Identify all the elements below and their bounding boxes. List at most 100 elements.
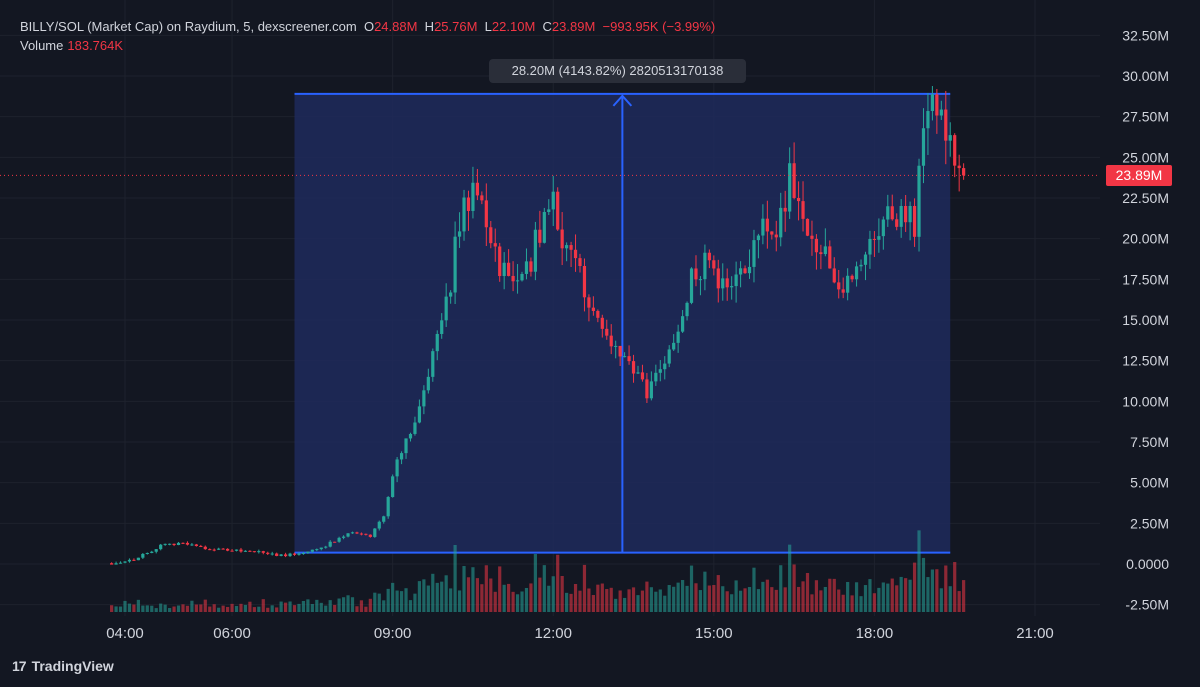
candle-body xyxy=(930,94,935,112)
candle-body xyxy=(373,528,377,537)
candle-body xyxy=(631,361,636,374)
candle-body xyxy=(346,533,350,537)
volume-bar xyxy=(533,553,537,612)
candle-body xyxy=(190,544,194,546)
volume-bar xyxy=(319,602,323,612)
open-value: 24.88M xyxy=(374,19,418,34)
volume-bar xyxy=(712,585,716,612)
candle-body xyxy=(141,553,145,558)
candle-body xyxy=(417,406,422,423)
volume-bar xyxy=(529,583,533,612)
candle-body xyxy=(502,262,506,277)
tradingview-brand[interactable]: 17 TradingView xyxy=(12,658,114,674)
candle-body xyxy=(431,351,435,377)
open-label: O xyxy=(363,19,375,34)
candle-body xyxy=(614,345,618,347)
candle-body xyxy=(422,390,426,407)
change-value: −993.95K (−3.99%) xyxy=(602,19,716,34)
volume-bar xyxy=(520,591,524,612)
candle-body xyxy=(493,243,497,247)
volume-bar xyxy=(399,591,404,612)
candle-body xyxy=(948,135,952,141)
candle-body xyxy=(868,238,872,255)
volume-bar xyxy=(132,604,136,612)
volume-bar xyxy=(591,595,595,612)
brand-name: TradingView xyxy=(31,658,114,674)
volume-bar xyxy=(118,606,123,612)
candle-body xyxy=(565,245,569,249)
volume-bar xyxy=(738,590,743,612)
candle-body xyxy=(547,209,551,213)
candle-body xyxy=(765,218,769,232)
candle-body xyxy=(582,266,587,298)
candle-body xyxy=(837,282,841,290)
candle-body xyxy=(627,356,631,362)
candle-body xyxy=(462,197,466,232)
candle-body xyxy=(712,260,716,269)
volume-bar xyxy=(110,605,114,612)
x-axis-tick-label: 15:00 xyxy=(695,625,733,642)
volume-bar xyxy=(324,605,328,612)
volume-bar xyxy=(756,589,761,612)
volume-bar xyxy=(391,582,395,612)
candle-body xyxy=(315,549,319,551)
volume-bar xyxy=(663,595,667,612)
candle-body xyxy=(560,229,564,249)
volume-bar xyxy=(605,589,609,612)
volume-bar xyxy=(859,596,863,612)
candle-body xyxy=(386,497,390,517)
candle-body xyxy=(328,541,332,547)
volume-bar xyxy=(672,586,676,612)
candle-body xyxy=(453,236,457,293)
volume-bar xyxy=(685,585,689,612)
y-axis-tick-label: 17.50M xyxy=(1122,271,1169,287)
volume-bar xyxy=(194,604,198,612)
volume-bar xyxy=(315,599,319,612)
candle-body xyxy=(676,331,680,343)
candle-body xyxy=(609,335,613,347)
candle-body xyxy=(663,363,667,370)
candle-body xyxy=(132,559,136,561)
volume-bar xyxy=(114,606,118,612)
volume-bar xyxy=(930,569,935,612)
volume-bar xyxy=(640,590,645,612)
candle-body xyxy=(796,197,801,202)
y-axis-tick-label: 5.00M xyxy=(1130,475,1169,491)
volume-bar xyxy=(346,595,350,612)
volume-bar xyxy=(515,594,520,612)
candle-body xyxy=(935,94,939,116)
volume-bar xyxy=(538,577,542,612)
volume-bar xyxy=(854,582,859,612)
candle-body xyxy=(591,307,595,311)
volume-bar xyxy=(649,587,653,612)
volume-legend: Volume 183.764K xyxy=(20,38,123,53)
volume-bar xyxy=(168,608,172,612)
candle-body xyxy=(529,261,533,272)
volume-bar xyxy=(328,600,332,612)
candle-body xyxy=(810,235,814,239)
volume-bar xyxy=(863,585,868,612)
volume-bar xyxy=(623,597,627,612)
candle-body xyxy=(854,266,859,280)
volume-bar xyxy=(645,581,649,612)
volume-bar xyxy=(297,603,301,612)
close-value: 23.89M xyxy=(551,19,596,34)
volume-bar xyxy=(654,591,658,612)
candle-body xyxy=(475,182,480,196)
volume-bar xyxy=(689,565,694,612)
candle-body xyxy=(466,197,471,211)
candle-body xyxy=(243,550,248,552)
volume-bar xyxy=(614,598,618,612)
volume-bar xyxy=(431,573,435,612)
candle-body xyxy=(110,563,114,565)
volume-bar xyxy=(364,606,368,612)
volume-bar xyxy=(912,562,917,612)
candle-body xyxy=(444,296,448,321)
candle-body xyxy=(382,516,386,522)
candle-body xyxy=(341,536,346,538)
candle-body xyxy=(605,328,609,336)
volume-bar xyxy=(765,579,769,612)
volume-bar xyxy=(609,587,613,612)
candle-body xyxy=(823,246,827,255)
